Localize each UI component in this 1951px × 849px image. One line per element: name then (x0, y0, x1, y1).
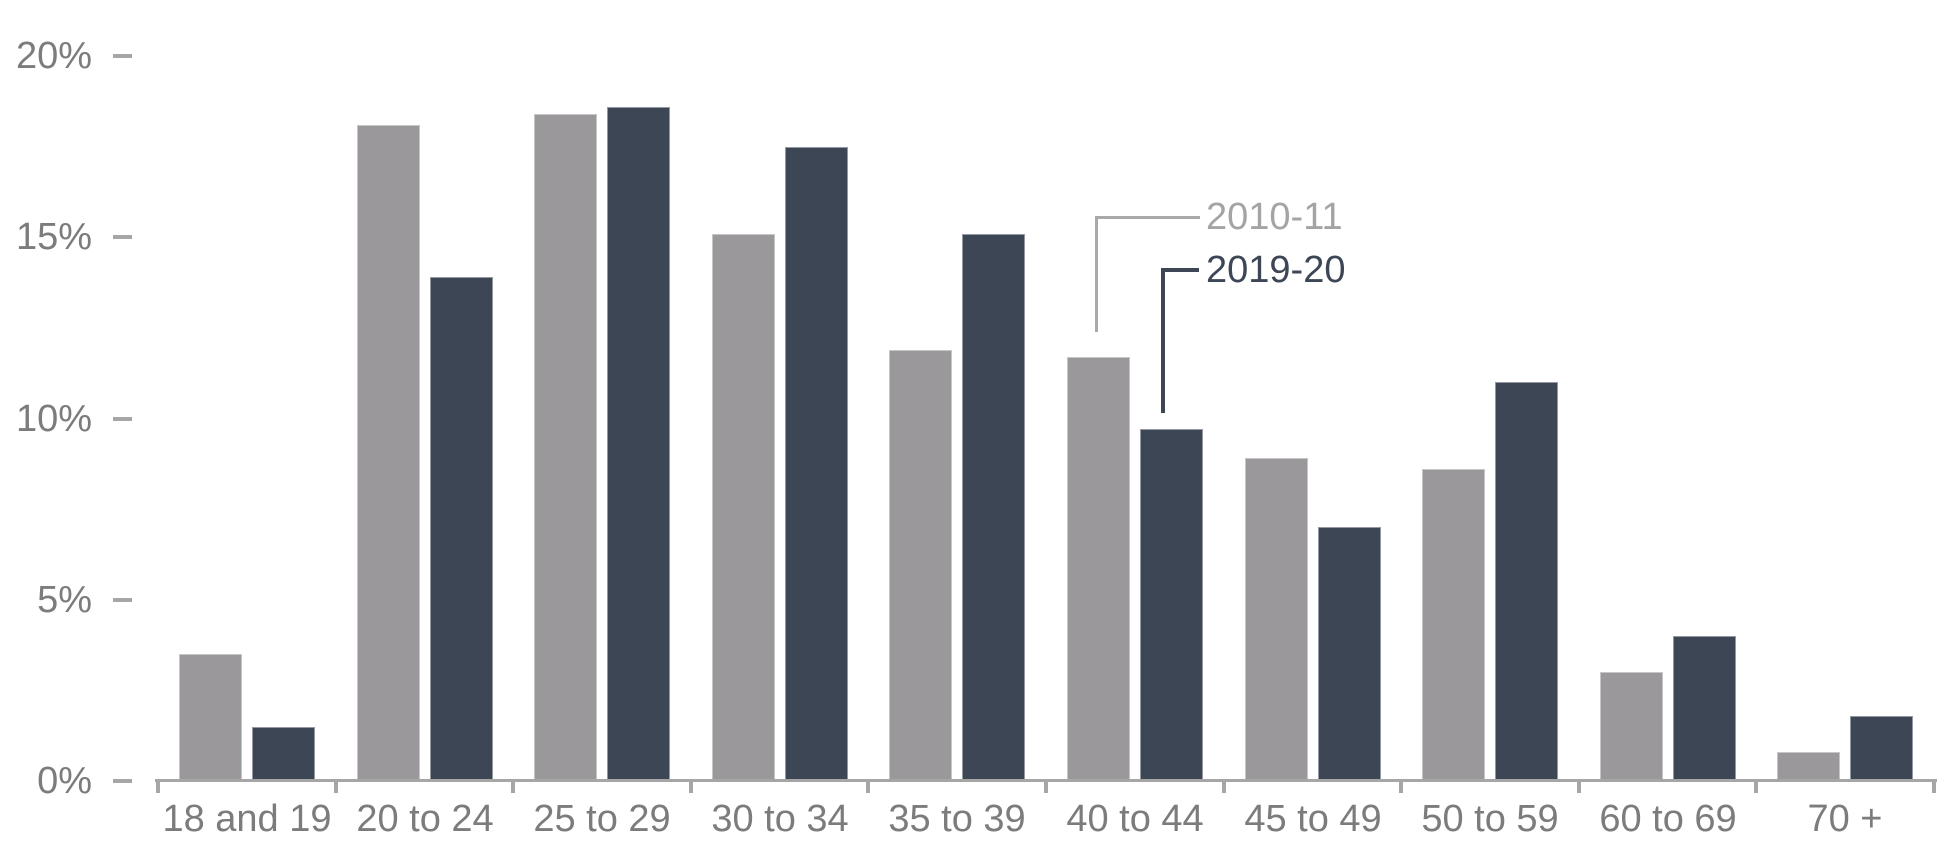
bar-2019-20-18-and-19 (252, 727, 315, 781)
legend-label-2010-11: 2010-11 (1206, 196, 1343, 238)
y-axis-tick-label: 20% (15, 35, 92, 77)
bar-2019-20-25-to-29 (607, 107, 670, 781)
y-axis-tick-label: 5% (37, 578, 92, 621)
y-axis-tick-mark (113, 54, 132, 58)
legend-label-2019-20: 2019-20 (1206, 249, 1346, 291)
x-axis-category-label: 70 + (1807, 798, 1883, 840)
x-axis-category-label: 45 to 49 (1244, 798, 1382, 840)
bar-2010-11-40-to-44 (1067, 357, 1130, 781)
x-axis-tick-mark (866, 779, 871, 793)
legend-leader-line-2010-11 (1095, 216, 1200, 219)
bar-2010-11-18-and-19 (179, 654, 242, 781)
x-axis-tick-mark (1221, 779, 1226, 793)
bar-2019-20-20-to-24 (430, 277, 493, 781)
bar-2010-11-30-to-34 (712, 234, 775, 781)
x-axis-tick-mark (1044, 779, 1048, 793)
y-axis-tick-label: 0% (37, 760, 92, 802)
bar-2010-11-25-to-29 (534, 114, 597, 781)
legend-leader-line-2019-20 (1161, 268, 1199, 272)
bar-2019-20-50-to-59 (1495, 382, 1558, 781)
x-axis-category-label: 40 to 44 (1066, 798, 1204, 840)
x-axis-tick-mark (1399, 779, 1404, 793)
bar-2019-20-70-+ (1850, 716, 1913, 781)
x-axis-category-label: 35 to 39 (888, 798, 1026, 840)
y-axis-tick-mark (113, 597, 132, 602)
bar-2010-11-45-to-49 (1245, 458, 1308, 781)
y-axis-tick-mark (113, 779, 132, 783)
bar-2019-20-60-to-69 (1673, 636, 1736, 781)
x-axis-category-label: 20 to 24 (356, 798, 494, 840)
x-axis-category-label: 25 to 29 (533, 798, 671, 840)
bar-2019-20-40-to-44 (1140, 429, 1203, 781)
x-axis-category-label: 18 and 19 (162, 798, 332, 840)
legend-leader-line-2019-20 (1161, 268, 1165, 413)
x-axis-tick-mark (1932, 779, 1936, 793)
x-axis-category-label: 60 to 69 (1599, 798, 1737, 840)
y-axis-tick-label: 10% (15, 397, 92, 440)
bar-2010-11-20-to-24 (357, 125, 420, 781)
bar-2010-11-70-+ (1777, 752, 1840, 781)
y-axis-tick-mark (113, 235, 132, 240)
x-axis-tick-mark (511, 779, 516, 793)
x-axis-tick-mark (1754, 779, 1759, 793)
x-axis-tick-mark (688, 779, 693, 793)
bar-2010-11-50-to-59 (1422, 469, 1485, 781)
x-axis-tick-mark (333, 779, 338, 793)
y-axis-tick-mark (113, 416, 132, 421)
bar-2019-20-30-to-34 (785, 147, 848, 781)
x-axis-tick-mark (1576, 779, 1581, 793)
bar-2010-11-60-to-69 (1600, 672, 1663, 781)
bar-2019-20-35-to-39 (962, 234, 1025, 781)
x-axis-tick-mark (156, 779, 160, 793)
legend-leader-line-2010-11 (1095, 216, 1098, 332)
x-axis-category-label: 30 to 34 (711, 798, 849, 840)
x-axis-category-label: 50 to 59 (1421, 798, 1559, 840)
y-axis-tick-label: 15% (15, 216, 92, 259)
bar-2019-20-45-to-49 (1318, 527, 1381, 781)
bar-2010-11-35-to-39 (889, 350, 952, 781)
